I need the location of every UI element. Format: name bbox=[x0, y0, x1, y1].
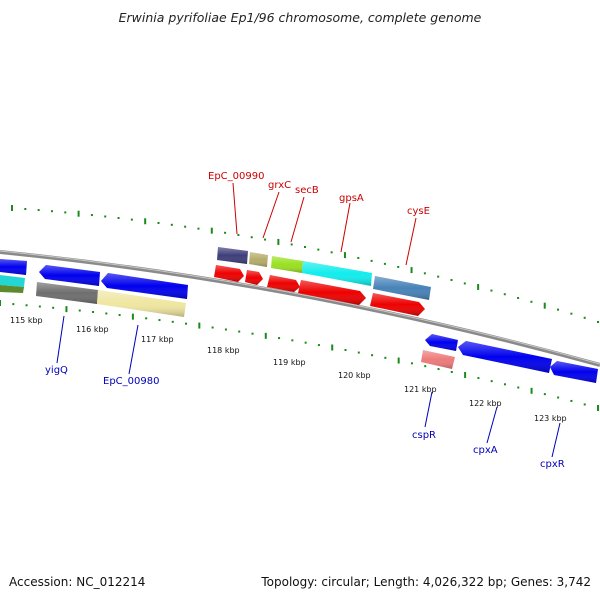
gene-label-secB[interactable]: secB bbox=[295, 185, 319, 196]
scale-label: 120 kbp bbox=[338, 371, 371, 380]
scale-labels: 115 kbp 116 kbp 117 kbp 118 kbp 119 kbp … bbox=[10, 316, 567, 423]
gene-label-cspR[interactable]: cspR bbox=[412, 430, 436, 441]
chromosome-backbone bbox=[0, 250, 600, 367]
accession-text: Accession: NC_012214 bbox=[9, 575, 146, 589]
map-title: Erwinia pyrifoliae Ep1/96 chromosome, co… bbox=[118, 10, 482, 25]
gene-label-EpC_00980[interactable]: EpC_00980 bbox=[103, 376, 159, 387]
gene-label-cysE[interactable]: cysE bbox=[407, 206, 430, 217]
gene-label-cpxA[interactable]: cpxA bbox=[473, 445, 498, 456]
reverse-genes bbox=[0, 259, 598, 383]
genome-summary-text: Topology: circular; Length: 4,026,322 bp… bbox=[261, 575, 591, 589]
gene-block[interactable] bbox=[0, 275, 25, 287]
scale-label: 123 kbp bbox=[534, 414, 567, 423]
reverse-label-group: yigQ EpC_00980 cspR cpxA cpxR bbox=[45, 315, 565, 470]
outer-tick-row bbox=[11, 205, 599, 323]
forward-genes bbox=[214, 247, 431, 316]
scale-label: 121 kbp bbox=[404, 385, 437, 394]
forward-label-group: EpC_00990 grxC secB gpsA cysE bbox=[208, 171, 430, 266]
inner-tick-row bbox=[0, 300, 599, 411]
scale-label: 116 kbp bbox=[76, 325, 109, 334]
gene-label-yigQ[interactable]: yigQ bbox=[45, 365, 68, 376]
gene-block[interactable] bbox=[0, 285, 24, 293]
scale-label: 122 kbp bbox=[469, 399, 502, 408]
gene-label-cpxR[interactable]: cpxR bbox=[540, 459, 565, 470]
scale-label: 117 kbp bbox=[141, 335, 174, 344]
scale-label: 115 kbp bbox=[10, 316, 43, 325]
scale-label: 118 kbp bbox=[207, 346, 240, 355]
gene-label-grxC[interactable]: grxC bbox=[268, 180, 291, 191]
gene-label-EpC_00990[interactable]: EpC_00990 bbox=[208, 171, 264, 182]
scale-label: 119 kbp bbox=[273, 358, 306, 367]
gene-label-gpsA[interactable]: gpsA bbox=[339, 193, 364, 204]
